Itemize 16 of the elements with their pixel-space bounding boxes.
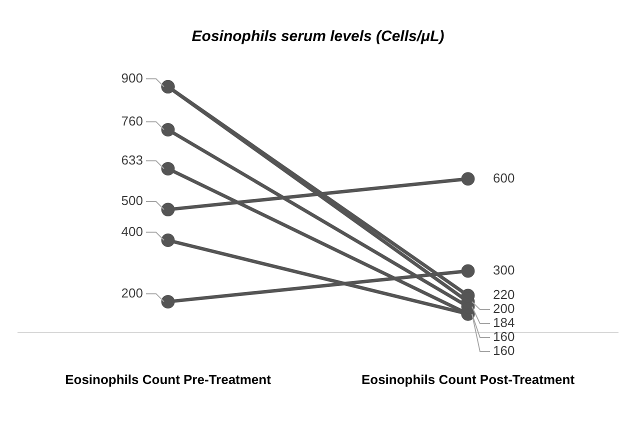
x-tick-label: Eosinophils Count Pre-Treatment	[65, 372, 272, 387]
data-label: 300	[493, 262, 515, 278]
data-label: 900	[121, 70, 143, 86]
data-label: 400	[121, 224, 143, 239]
data-label: 160	[493, 329, 515, 344]
data-label: 760	[121, 113, 143, 128]
chart-title: Eosinophils serum levels (Cells/μL)	[192, 28, 444, 46]
data-label: 184	[493, 315, 515, 330]
data-label: 633	[121, 152, 143, 168]
data-label: 500	[121, 193, 143, 208]
data-label: 200	[493, 301, 515, 316]
data-label: 220	[493, 287, 515, 302]
x-tick-label: Eosinophils Count Post-Treatment	[361, 372, 576, 387]
data-label: 200	[121, 285, 143, 300]
data-label: 600	[493, 170, 515, 186]
data-label: 160	[493, 343, 515, 358]
